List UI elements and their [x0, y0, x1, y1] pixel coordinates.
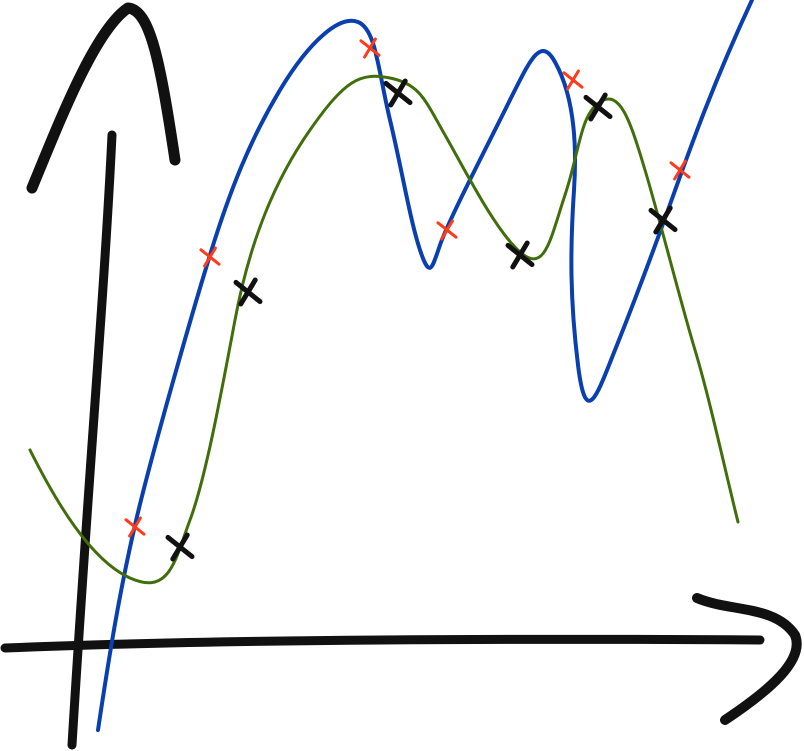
red-x-marker [669, 159, 691, 181]
red-x-marker [199, 246, 221, 268]
x-axis-arrowhead [692, 593, 802, 725]
black-x-marker [583, 92, 613, 122]
black-markers [165, 78, 678, 562]
red-markers [124, 37, 691, 538]
blue-curve [96, 0, 754, 732]
black-x-marker [383, 78, 413, 108]
red-x-marker [359, 37, 381, 59]
black-x-marker [165, 532, 195, 562]
green-curve [28, 74, 740, 585]
y-axis-arrowhead [26, 2, 181, 194]
x-axis-line [0, 634, 765, 653]
black-x-marker [648, 205, 678, 235]
black-x-marker [505, 240, 535, 270]
red-x-marker [562, 69, 584, 91]
red-x-marker [436, 219, 458, 241]
red-x-marker [124, 516, 146, 538]
y-axis-line [67, 130, 117, 750]
black-x-marker [233, 277, 263, 307]
